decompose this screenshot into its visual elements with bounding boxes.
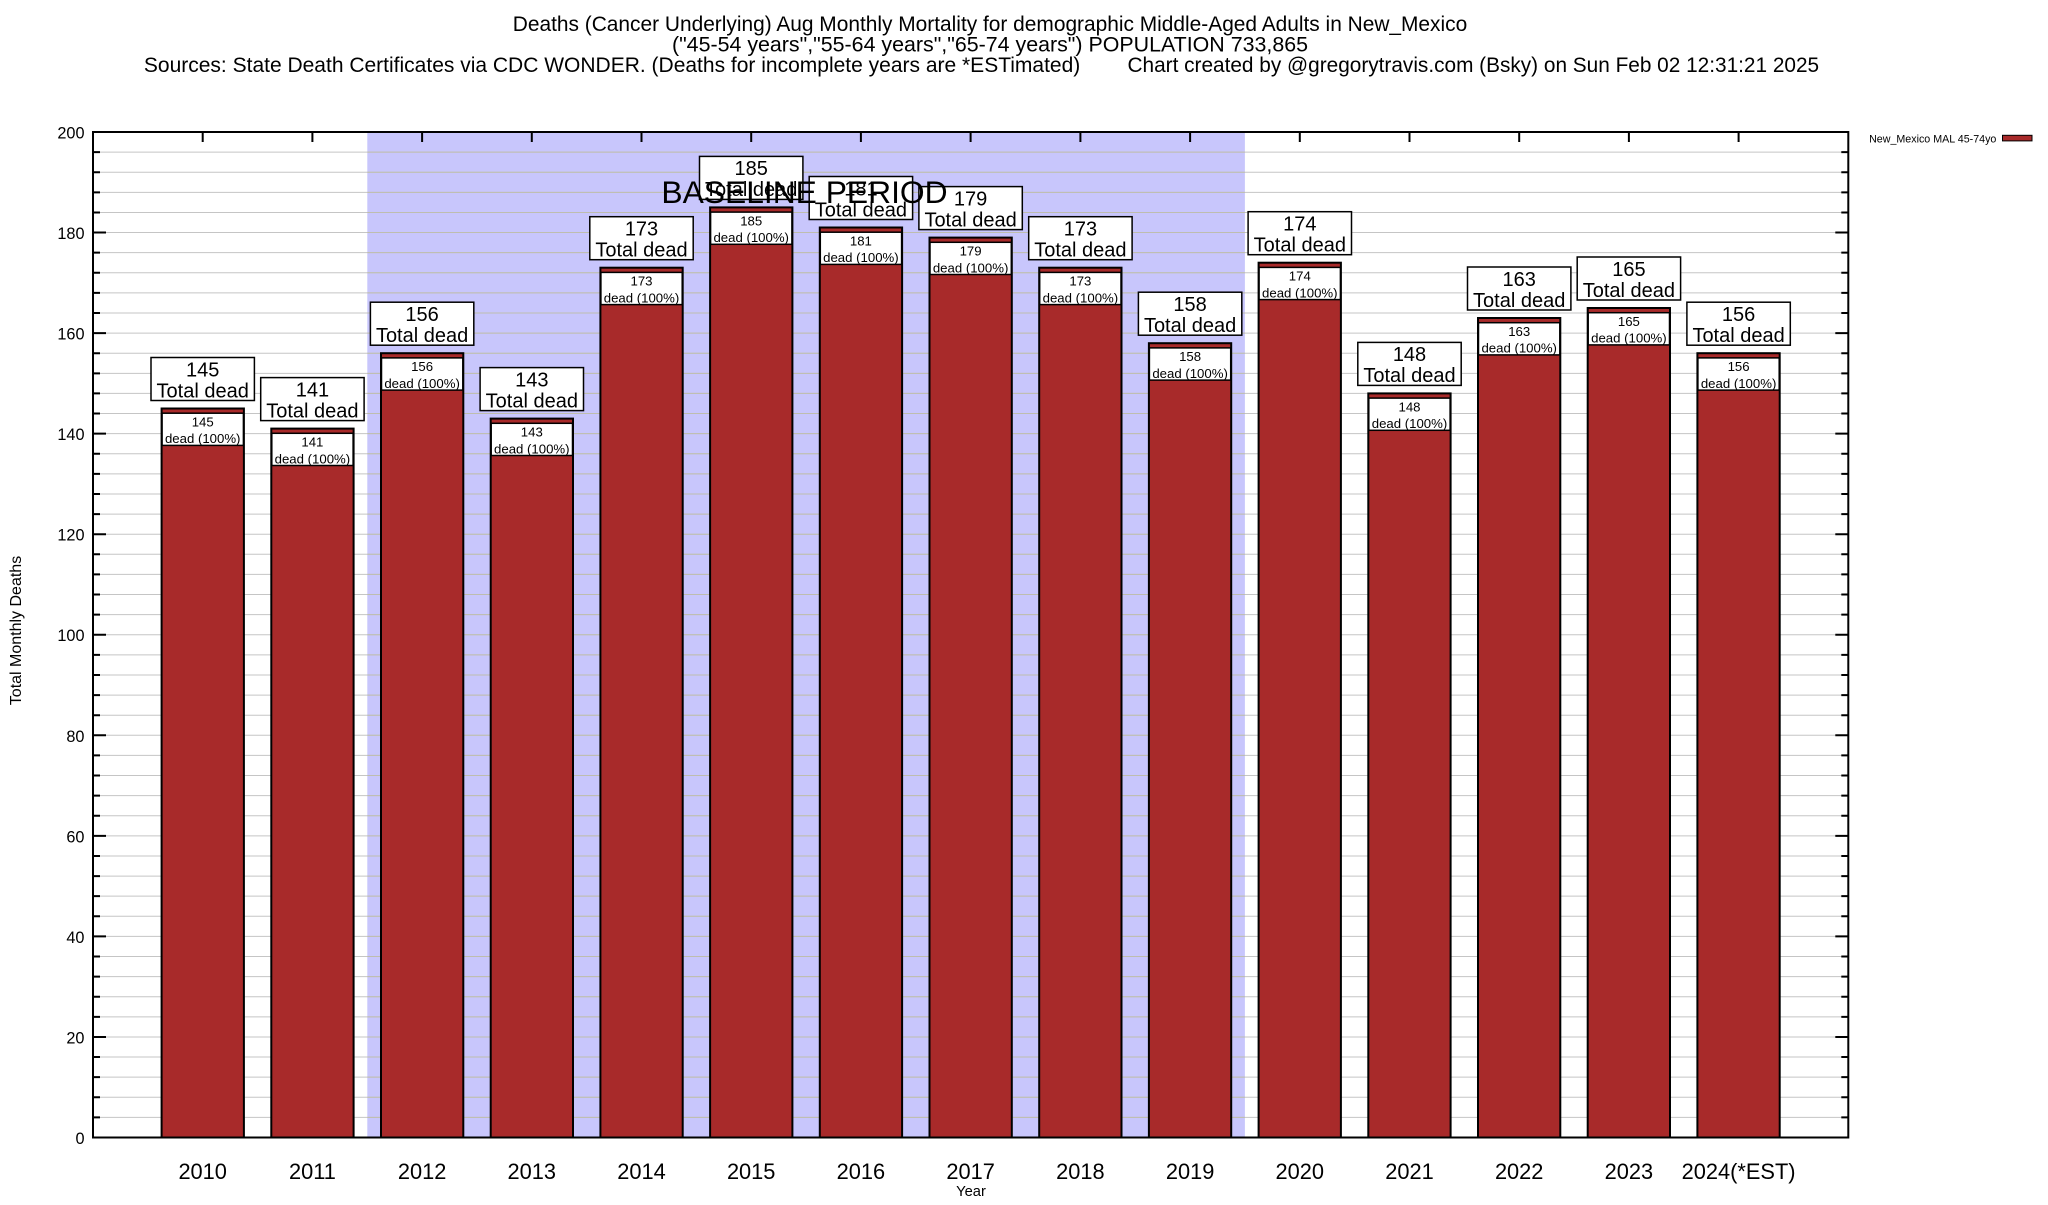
svg-text:156: 156 bbox=[1722, 304, 1755, 326]
svg-text:40: 40 bbox=[66, 929, 84, 947]
svg-text:60: 60 bbox=[66, 828, 84, 846]
svg-text:165: 165 bbox=[1612, 259, 1645, 281]
svg-text:20: 20 bbox=[66, 1030, 84, 1048]
svg-text:Year: Year bbox=[956, 1184, 986, 1200]
svg-text:2020: 2020 bbox=[1276, 1159, 1325, 1184]
svg-text:2021: 2021 bbox=[1385, 1159, 1434, 1184]
svg-text:0: 0 bbox=[75, 1130, 84, 1148]
svg-text:143: 143 bbox=[521, 425, 543, 440]
svg-text:148: 148 bbox=[1398, 399, 1420, 414]
svg-text:dead (100%): dead (100%) bbox=[823, 250, 899, 265]
svg-text:158: 158 bbox=[1173, 294, 1206, 316]
svg-text:Total dead: Total dead bbox=[1254, 235, 1346, 257]
svg-text:2023: 2023 bbox=[1605, 1159, 1654, 1184]
svg-text:2018: 2018 bbox=[1056, 1159, 1105, 1184]
svg-text:180: 180 bbox=[57, 225, 84, 243]
svg-text:141: 141 bbox=[301, 435, 323, 450]
svg-text:Total dead: Total dead bbox=[1363, 365, 1455, 387]
svg-text:Total dead: Total dead bbox=[1034, 240, 1126, 262]
svg-text:Total dead: Total dead bbox=[376, 325, 468, 347]
svg-text:2011: 2011 bbox=[289, 1159, 336, 1184]
svg-text:141: 141 bbox=[296, 379, 329, 401]
svg-text:181: 181 bbox=[850, 234, 872, 249]
svg-text:("45-54 years","55-64 years",": ("45-54 years","55-64 years","65-74 year… bbox=[672, 33, 1308, 57]
svg-text:2014: 2014 bbox=[617, 1159, 666, 1184]
svg-text:dead (100%): dead (100%) bbox=[933, 260, 1009, 275]
svg-text:185: 185 bbox=[740, 213, 762, 228]
svg-text:dead (100%): dead (100%) bbox=[604, 290, 680, 305]
svg-text:179: 179 bbox=[960, 244, 982, 259]
svg-text:173: 173 bbox=[625, 219, 658, 241]
svg-text:173: 173 bbox=[630, 274, 652, 289]
svg-text:Total dead: Total dead bbox=[486, 390, 578, 412]
svg-text:185: 185 bbox=[735, 158, 768, 180]
svg-text:80: 80 bbox=[66, 728, 84, 746]
svg-text:160: 160 bbox=[57, 326, 84, 344]
svg-text:Total dead: Total dead bbox=[924, 209, 1016, 231]
svg-text:New_Mexico MAL 45-74yo: New_Mexico MAL 45-74yo bbox=[1869, 134, 1996, 146]
svg-text:dead (100%): dead (100%) bbox=[1481, 341, 1557, 356]
svg-text:156: 156 bbox=[1728, 359, 1750, 374]
svg-text:143: 143 bbox=[515, 369, 548, 391]
svg-text:120: 120 bbox=[57, 527, 84, 545]
svg-text:dead (100%): dead (100%) bbox=[1043, 290, 1119, 305]
svg-text:200: 200 bbox=[57, 125, 84, 143]
svg-text:2010: 2010 bbox=[178, 1159, 227, 1184]
svg-text:dead (100%): dead (100%) bbox=[1262, 285, 1338, 300]
svg-text:2013: 2013 bbox=[508, 1159, 557, 1184]
svg-text:dead (100%): dead (100%) bbox=[1372, 416, 1448, 431]
svg-text:BASELINE PERIOD: BASELINE PERIOD bbox=[661, 174, 947, 210]
svg-text:145: 145 bbox=[186, 359, 219, 381]
svg-text:2017: 2017 bbox=[946, 1159, 995, 1184]
svg-text:Total dead: Total dead bbox=[595, 240, 687, 262]
svg-text:140: 140 bbox=[57, 426, 84, 444]
svg-text:181: 181 bbox=[844, 178, 877, 200]
svg-text:Total Monthly Deaths: Total Monthly Deaths bbox=[8, 556, 25, 705]
svg-text:163: 163 bbox=[1508, 324, 1530, 339]
svg-text:Deaths (Cancer Underlying) Aug: Deaths (Cancer Underlying) Aug Monthly M… bbox=[513, 13, 1467, 36]
svg-text:2024(*EST): 2024(*EST) bbox=[1682, 1159, 1796, 1184]
svg-text:Total dead: Total dead bbox=[1583, 280, 1675, 302]
svg-text:dead (100%): dead (100%) bbox=[275, 451, 351, 466]
svg-text:dead (100%): dead (100%) bbox=[1591, 331, 1667, 346]
svg-text:173: 173 bbox=[1069, 274, 1091, 289]
svg-text:dead (100%): dead (100%) bbox=[384, 376, 460, 391]
svg-text:2022: 2022 bbox=[1495, 1159, 1544, 1184]
svg-text:Sources: State Death Certifica: Sources: State Death Certificates via CD… bbox=[144, 54, 1080, 77]
svg-text:dead (100%): dead (100%) bbox=[713, 230, 789, 245]
svg-text:145: 145 bbox=[192, 415, 214, 430]
svg-text:dead (100%): dead (100%) bbox=[1152, 366, 1228, 381]
svg-text:Chart created by @gregorytravi: Chart created by @gregorytravis.com (Bsk… bbox=[1128, 54, 1820, 77]
svg-text:Total dead: Total dead bbox=[815, 199, 907, 221]
svg-text:Total dead: Total dead bbox=[1473, 290, 1565, 312]
svg-text:156: 156 bbox=[405, 304, 438, 326]
svg-text:174: 174 bbox=[1289, 269, 1311, 284]
svg-text:Total dead: Total dead bbox=[705, 179, 797, 201]
svg-text:Total dead: Total dead bbox=[266, 400, 358, 422]
svg-text:Total dead: Total dead bbox=[1692, 325, 1784, 347]
svg-text:2019: 2019 bbox=[1166, 1159, 1215, 1184]
svg-text:2012: 2012 bbox=[398, 1159, 447, 1184]
svg-text:156: 156 bbox=[411, 359, 433, 374]
svg-text:179: 179 bbox=[954, 188, 987, 210]
svg-text:163: 163 bbox=[1503, 269, 1536, 291]
svg-text:Total dead: Total dead bbox=[1144, 315, 1236, 337]
svg-text:2015: 2015 bbox=[727, 1159, 776, 1184]
svg-text:dead (100%): dead (100%) bbox=[494, 441, 570, 456]
svg-text:dead (100%): dead (100%) bbox=[1701, 376, 1777, 391]
svg-text:Total dead: Total dead bbox=[157, 380, 249, 402]
svg-text:100: 100 bbox=[57, 627, 84, 645]
svg-text:148: 148 bbox=[1393, 344, 1426, 366]
svg-text:165: 165 bbox=[1618, 314, 1640, 329]
svg-text:173: 173 bbox=[1064, 219, 1097, 241]
svg-text:dead (100%): dead (100%) bbox=[165, 431, 241, 446]
svg-text:174: 174 bbox=[1283, 214, 1316, 236]
svg-text:158: 158 bbox=[1179, 349, 1201, 364]
svg-text:2016: 2016 bbox=[837, 1159, 886, 1184]
